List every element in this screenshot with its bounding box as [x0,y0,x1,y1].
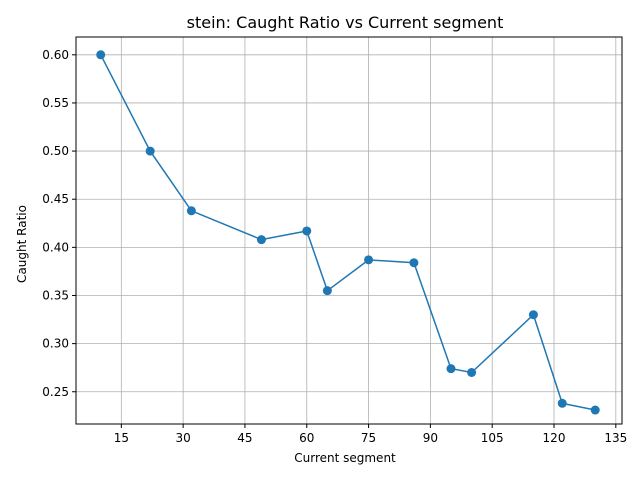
x-tick-label: 75 [361,431,376,445]
x-tick-label: 15 [114,431,129,445]
data-point [145,146,155,156]
y-tick-label: 0.35 [42,288,69,302]
data-point [467,367,477,377]
data-point [186,206,196,216]
y-tick-label: 0.45 [42,192,69,206]
data-point [590,405,600,415]
x-tick-label: 90 [423,431,438,445]
x-tick-label: 60 [299,431,314,445]
series-group [96,50,600,415]
x-tick-label: 30 [175,431,190,445]
plot-frame [75,36,623,425]
data-point [446,364,456,374]
data-point [96,50,106,60]
data-point [302,226,312,236]
data-point [528,310,538,320]
chart-title: stein: Caught Ratio vs Current segment [187,13,504,32]
y-tick-label: 0.40 [42,240,69,254]
data-point [256,235,266,245]
x-tick-label: 105 [481,431,504,445]
y-tick-label: 0.50 [42,144,69,158]
x-tick-label: 45 [237,431,252,445]
y-tick-label: 0.55 [42,96,69,110]
y-tick-label: 0.30 [42,337,69,351]
data-point [364,255,374,265]
ticks: 15 30 45 60 75 90 105 120 135 0.25 0.30 0.35 0.40 0.4… [42,48,627,445]
x-tick-label: 120 [543,431,566,445]
x-axis-label: Current segment [294,451,396,465]
grid [76,37,622,424]
data-point [322,286,332,296]
x-tick-label: 135 [604,431,627,445]
data-point [557,398,567,408]
y-axis-label: Caught Ratio [15,205,29,283]
data-point [409,258,419,268]
y-tick-label: 0.25 [42,385,69,399]
y-tick-label: 0.60 [42,48,69,62]
